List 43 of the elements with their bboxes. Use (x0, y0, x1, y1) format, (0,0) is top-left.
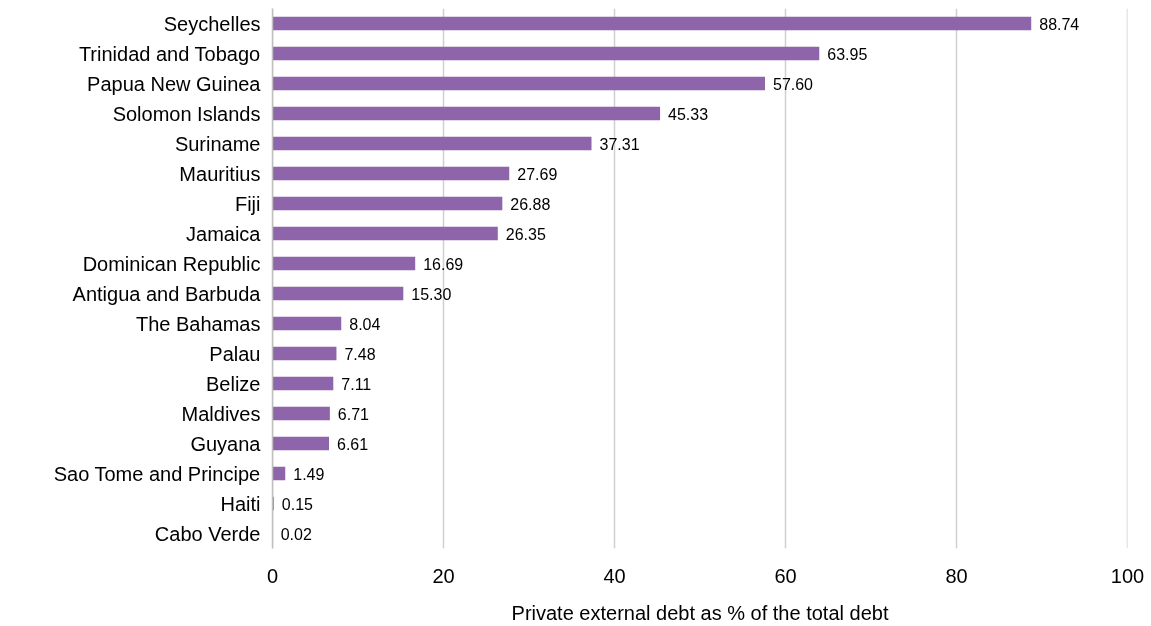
data-label: 26.35 (505, 225, 546, 243)
y-tick-label: Solomon Islands (112, 102, 261, 125)
data-label: 8.04 (349, 315, 381, 333)
x-tick-label: 0 (266, 564, 279, 587)
y-tick-label: Dominican Republic (82, 252, 261, 275)
data-label: 6.71 (337, 405, 370, 423)
data-label: 26.88 (510, 195, 551, 213)
data-label: 15.30 (411, 285, 452, 303)
data-label: 16.69 (423, 255, 464, 273)
y-tick-label: Papua New Guinea (87, 72, 262, 95)
y-tick-label: Jamaica (186, 222, 262, 245)
y-tick-label: Guyana (190, 432, 262, 455)
x-tick-label: 80 (945, 564, 968, 587)
x-tick-label: 40 (603, 564, 626, 587)
data-label: 1.49 (293, 465, 325, 483)
data-label: 0.15 (281, 495, 314, 513)
y-tick-label: Antigua and Barbuda (72, 282, 262, 305)
data-label: 0.02 (280, 525, 312, 543)
data-label: 63.95 (827, 45, 868, 63)
y-tick-label: Maldives (181, 402, 261, 425)
x-axis-title: Private external debt as % of the total debt (511, 601, 889, 624)
data-label: 6.61 (337, 435, 369, 453)
x-tick-label: 100 (1110, 564, 1145, 587)
data-label: 27.69 (517, 165, 558, 183)
data-label: 37.31 (599, 135, 640, 153)
x-tick-label: 60 (774, 564, 797, 587)
y-tick-label: Cabo Verde (154, 522, 261, 545)
y-tick-label: Suriname (174, 132, 261, 155)
y-tick-label: Sao Tome and Principe (53, 462, 261, 485)
data-label: 45.33 (668, 105, 709, 123)
y-tick-label: Palau (209, 342, 261, 365)
y-tick-label: Trinidad and Tobago (78, 42, 261, 65)
data-label: 7.11 (341, 375, 372, 393)
data-label: 88.74 (1039, 15, 1080, 33)
y-tick-label: Fiji (234, 192, 261, 215)
y-tick-label: The Bahamas (135, 312, 261, 335)
data-label: 7.48 (344, 345, 376, 363)
y-tick-label: Belize (206, 372, 261, 395)
data-label: 57.60 (772, 75, 814, 93)
y-tick-label: Mauritius (179, 162, 261, 185)
x-tick-label: 20 (432, 564, 455, 587)
y-tick-label: Haiti (220, 492, 261, 515)
y-tick-label: Seychelles (163, 12, 261, 35)
